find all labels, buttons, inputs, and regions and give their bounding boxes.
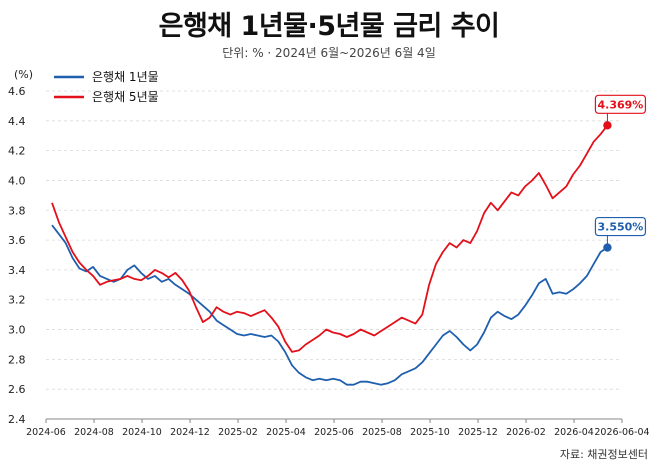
x-tick-label: 2026-04 (554, 427, 594, 438)
y-tick-label: 3.0 (8, 324, 26, 337)
series-1y-callout-box (594, 216, 647, 237)
source-note: 자료: 채권정보센터 (559, 448, 648, 461)
y-tick-label: 3.2 (8, 294, 26, 307)
x-tick-label: 2025-12 (458, 427, 498, 438)
y-tick-label: 4.6 (8, 85, 26, 98)
x-tick-label: 2024-12 (170, 427, 210, 438)
x-tick-label: 2026-02 (506, 427, 546, 438)
y-tick-label: 2.6 (8, 383, 26, 396)
x-tick-label: 2025-06 (314, 427, 354, 438)
chart-subtitle: 단위: % · 2024년 6월~2026년 6월 4일 (222, 46, 436, 60)
y-tick-label: 4.4 (8, 115, 26, 128)
x-tick-label: 2024-08 (74, 427, 114, 438)
y-tick-label: 3.4 (8, 264, 26, 277)
y-tick-label: 3.8 (8, 204, 26, 217)
x-tick-label: 2024-10 (122, 427, 162, 438)
y-tick-label: 3.6 (8, 234, 26, 247)
y-axis-label: (%) (14, 68, 33, 81)
series-5y-callout-box (594, 94, 647, 114)
series-1y-legend-label: 은행채 1년물 (92, 69, 159, 84)
x-tick-label: 2025-10 (410, 427, 450, 438)
x-tick-label: 2024-06 (26, 427, 66, 438)
series-1y-end-label: 3.550% (598, 221, 644, 234)
x-tick-label: 2025-04 (266, 427, 306, 438)
x-tick-label: 2025-08 (362, 427, 402, 438)
x-tick-label: 2025-02 (218, 427, 258, 438)
series-5y-legend-label: 은행채 5년물 (92, 89, 159, 104)
y-tick-label: 2.8 (8, 353, 26, 366)
x-tick-label: 2026-06-04 (594, 427, 649, 438)
y-tick-label: 4.0 (8, 174, 26, 187)
series-5y-line (51, 124, 609, 353)
y-tick-label: 4.2 (8, 145, 26, 158)
series-5y-end-label: 4.369% (598, 98, 644, 111)
y-tick-label: 2.4 (8, 413, 26, 426)
series-1y-line (51, 224, 608, 386)
chart-title: 은행채 1년물·5년물 금리 추이 (158, 11, 500, 42)
